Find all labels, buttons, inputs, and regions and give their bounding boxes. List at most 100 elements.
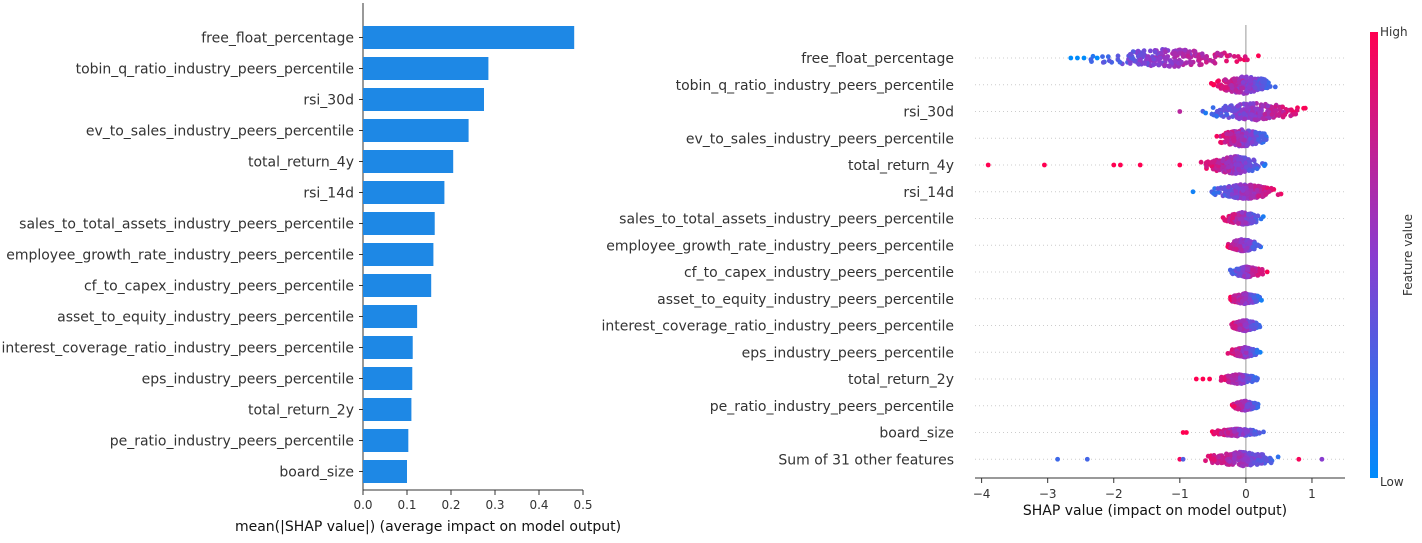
outlier-point (1118, 162, 1123, 168)
swarm-point (1214, 113, 1220, 119)
swarm-point (1248, 352, 1254, 358)
swarm-point (1250, 377, 1255, 382)
swarm-point (1236, 142, 1242, 148)
swarm-point (1221, 375, 1227, 380)
colorbar-label: Feature value (1401, 214, 1415, 296)
swarm-point (1157, 56, 1163, 62)
swarm-point (1240, 377, 1246, 383)
swarm-point (1252, 240, 1258, 246)
outlier-point (1180, 456, 1186, 462)
swarm-point (1089, 59, 1094, 64)
swarm-point (1245, 404, 1250, 410)
swarm-point (1256, 53, 1261, 59)
swarm-point (1236, 221, 1241, 226)
swarm-point (1251, 157, 1257, 163)
swarm-point (1243, 164, 1249, 170)
swarm-point (1237, 322, 1243, 328)
swarm-point (1214, 109, 1220, 114)
swarm-point (1240, 85, 1246, 91)
swarm-point (1244, 245, 1250, 251)
bar-category-label: pe_ratio_industry_peers_percentile (110, 434, 354, 450)
beeswarm-x-tick-label: −2 (1105, 487, 1123, 501)
swarm-point (1264, 269, 1270, 275)
swarm-point (1241, 273, 1247, 279)
bar-x-tick-label: 0.1 (397, 498, 416, 512)
swarm-point (1224, 155, 1230, 161)
swarm-point (1211, 191, 1217, 196)
swarm-point (1225, 430, 1231, 435)
swarm-point (1261, 429, 1266, 435)
swarm-point (1238, 239, 1244, 245)
swarm-point (1240, 373, 1246, 379)
swarm-point (1219, 186, 1225, 192)
outlier-point (1068, 55, 1074, 61)
bar-category-label: asset_to_equity_industry_peers_percentil… (57, 310, 354, 326)
swarm-point (1247, 101, 1253, 107)
outlier-point (1180, 430, 1186, 435)
swarm-point (1234, 59, 1240, 64)
swarm-point (1148, 48, 1153, 54)
swarm-point (1215, 50, 1221, 56)
swarm-point (1231, 403, 1237, 409)
swarm-point (1262, 111, 1268, 117)
bar (363, 274, 432, 297)
swarm-point (1231, 54, 1237, 59)
swarm-point (1256, 193, 1262, 199)
swarm-point (1199, 62, 1204, 67)
swarm-point (1263, 137, 1269, 143)
bar-x-tick-label: 0.3 (485, 498, 504, 512)
swarm-point (1280, 104, 1285, 110)
swarm-point (1244, 104, 1250, 109)
swarm-point (1239, 134, 1244, 139)
swarm-point (1232, 452, 1237, 458)
swarm-point (1249, 139, 1255, 145)
swarm-point (1236, 212, 1241, 218)
swarm-point (1224, 137, 1230, 143)
swarm-point (1244, 346, 1249, 352)
swarm-point (1247, 159, 1252, 164)
swarm-point (1260, 103, 1265, 109)
swarm-point (1257, 324, 1263, 330)
swarm-point (1215, 189, 1221, 195)
swarm-point (1204, 59, 1209, 65)
swarm-point (1243, 429, 1249, 435)
swarm-point (1267, 84, 1273, 89)
swarm-point (1198, 159, 1204, 165)
swarm-point (1177, 50, 1182, 56)
swarm-point (1156, 62, 1162, 68)
swarm-point (1144, 56, 1150, 62)
swarm-point (1246, 240, 1252, 246)
swarm-point (1164, 56, 1170, 62)
outlier-point (1296, 456, 1302, 462)
swarm-point (1188, 60, 1194, 65)
swarm-point (1251, 294, 1257, 300)
bar-x-tick-label: 0.0 (353, 498, 372, 512)
swarm-point (1205, 159, 1211, 165)
swarm-point (1163, 49, 1168, 55)
swarm-point (1233, 171, 1239, 176)
swarm-point (1288, 107, 1294, 113)
swarm-point (1226, 379, 1232, 385)
swarm-point (1243, 350, 1249, 356)
swarm-point (1248, 132, 1254, 138)
swarm-point (1224, 131, 1230, 137)
swarm-point (1226, 184, 1231, 190)
colorbar-low-label: Low (1380, 475, 1404, 489)
swarm-point (1210, 105, 1216, 110)
swarm-point (1151, 56, 1157, 62)
swarm-point (1240, 80, 1246, 85)
swarm-point (1241, 195, 1247, 201)
swarm-point (1136, 61, 1142, 67)
swarm-point (1243, 220, 1248, 226)
bar-x-tick-label: 0.2 (441, 498, 460, 512)
swarm-point (1236, 266, 1241, 272)
swarm-point (1245, 273, 1251, 278)
outlier-point (1055, 456, 1060, 462)
outlier-point (1177, 162, 1183, 168)
feature-label: employee_growth_rate_industry_peers_perc… (606, 238, 954, 254)
bar-category-label: interest_coverage_ratio_industry_peers_p… (1, 341, 354, 357)
bar-x-tick-label: 0.5 (573, 498, 592, 512)
swarm-point (1258, 216, 1264, 222)
swarm-point (1235, 406, 1241, 412)
feature-label: eps_industry_peers_percentile (742, 345, 954, 361)
